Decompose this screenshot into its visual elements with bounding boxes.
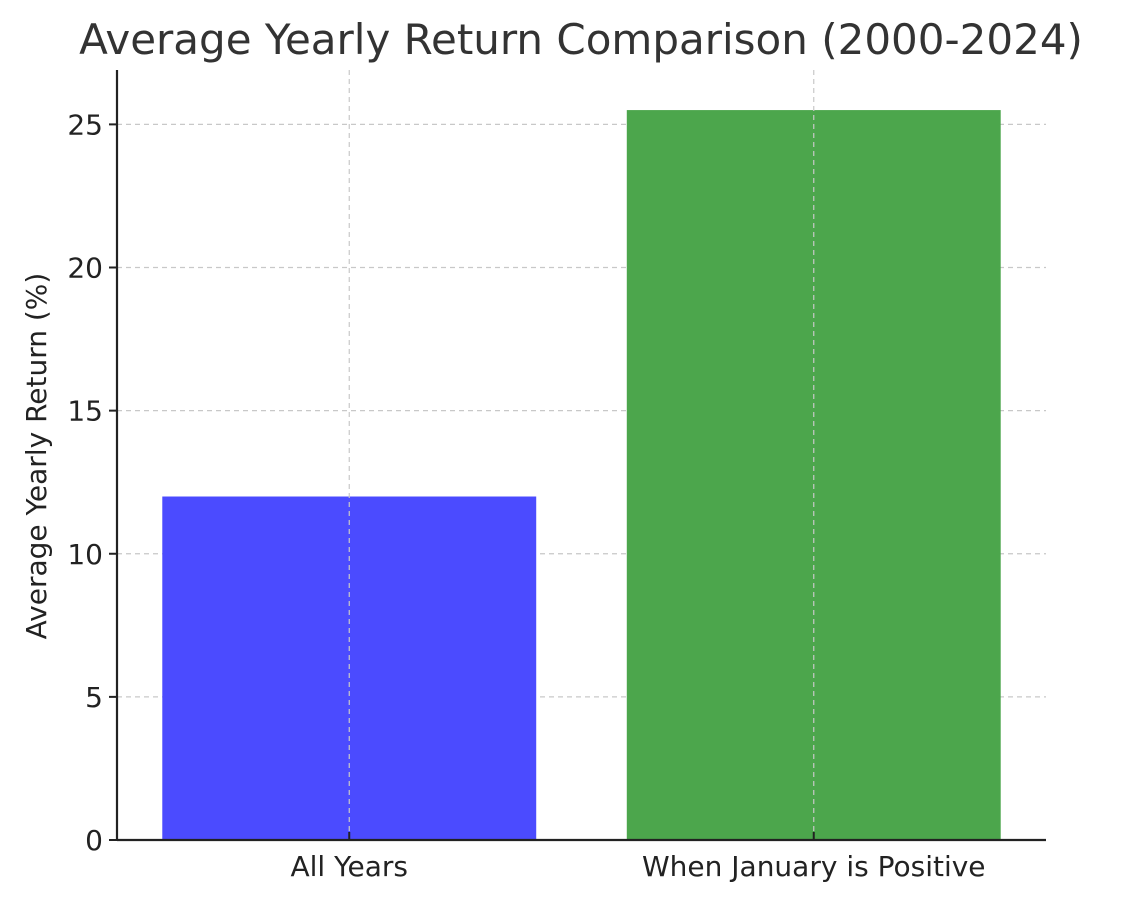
x-tick-label: All Years <box>291 850 408 883</box>
chart-title: Average Yearly Return Comparison (2000-2… <box>79 15 1083 64</box>
y-tick-label: 15 <box>67 395 103 428</box>
y-tick-label: 20 <box>67 252 103 285</box>
y-tick-label: 25 <box>67 108 103 141</box>
y-tick-label: 10 <box>67 538 103 571</box>
axis-layer <box>115 70 1046 842</box>
tick-layer: 0 5 10 15 20 25 All Years When January is Posit… <box>67 108 985 883</box>
y-axis-label: Average Yearly Return (%) <box>20 273 53 640</box>
y-tick-label: 5 <box>85 681 103 714</box>
x-tick-label: When January is Positive <box>642 850 986 883</box>
y-tick-label: 0 <box>85 824 103 857</box>
x-grid-layer <box>348 70 815 840</box>
bar-layer <box>162 110 1001 841</box>
